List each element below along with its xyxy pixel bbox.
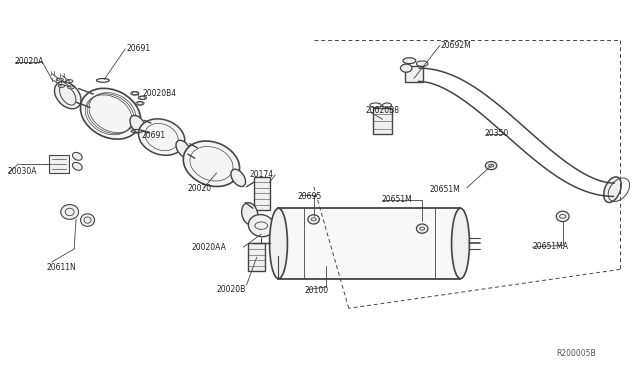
Bar	[373, 108, 392, 134]
Ellipse shape	[248, 215, 274, 237]
Bar	[253, 177, 269, 210]
Ellipse shape	[81, 214, 95, 227]
Ellipse shape	[242, 203, 258, 225]
Ellipse shape	[417, 224, 428, 233]
Ellipse shape	[308, 215, 319, 224]
Ellipse shape	[403, 58, 416, 64]
Text: 20020AA: 20020AA	[191, 243, 226, 252]
Ellipse shape	[130, 115, 146, 134]
Ellipse shape	[138, 96, 147, 100]
Ellipse shape	[231, 169, 246, 186]
Ellipse shape	[417, 61, 428, 67]
Ellipse shape	[401, 64, 412, 72]
Ellipse shape	[68, 86, 74, 89]
Text: 20692M: 20692M	[440, 41, 471, 50]
Text: 20691: 20691	[141, 131, 165, 141]
Text: 20651M: 20651M	[430, 185, 461, 194]
Text: 20611N: 20611N	[47, 263, 76, 272]
Bar	[278, 208, 461, 279]
Bar	[49, 155, 69, 173]
Ellipse shape	[176, 140, 191, 158]
Ellipse shape	[81, 88, 141, 139]
Ellipse shape	[485, 161, 497, 170]
Text: 20695: 20695	[298, 192, 322, 201]
Ellipse shape	[61, 205, 79, 219]
Ellipse shape	[452, 208, 469, 279]
Ellipse shape	[72, 153, 82, 160]
Ellipse shape	[136, 102, 144, 105]
Ellipse shape	[138, 119, 185, 155]
Text: 20020B8: 20020B8	[366, 106, 400, 115]
Text: 20030A: 20030A	[7, 167, 36, 176]
Ellipse shape	[131, 92, 139, 95]
Bar	[405, 65, 423, 82]
Text: 20691: 20691	[127, 44, 150, 53]
Text: 20651M: 20651M	[381, 195, 412, 204]
Ellipse shape	[67, 80, 73, 83]
Text: 20350: 20350	[484, 129, 509, 138]
Text: 20020B4: 20020B4	[143, 89, 177, 98]
Ellipse shape	[58, 84, 65, 87]
Ellipse shape	[604, 177, 621, 202]
Ellipse shape	[183, 141, 239, 186]
Text: 20174: 20174	[250, 170, 274, 179]
Ellipse shape	[54, 81, 81, 109]
Text: 20100: 20100	[305, 286, 329, 295]
Ellipse shape	[556, 211, 569, 222]
Text: 20651MA: 20651MA	[532, 241, 568, 250]
Text: 20020B: 20020B	[216, 285, 246, 294]
Text: R200005B: R200005B	[556, 349, 596, 358]
Ellipse shape	[57, 78, 63, 81]
Text: 20020: 20020	[188, 185, 212, 193]
Ellipse shape	[72, 163, 82, 170]
Bar	[248, 243, 265, 271]
Ellipse shape	[269, 208, 287, 279]
Text: 20020A: 20020A	[15, 57, 44, 66]
